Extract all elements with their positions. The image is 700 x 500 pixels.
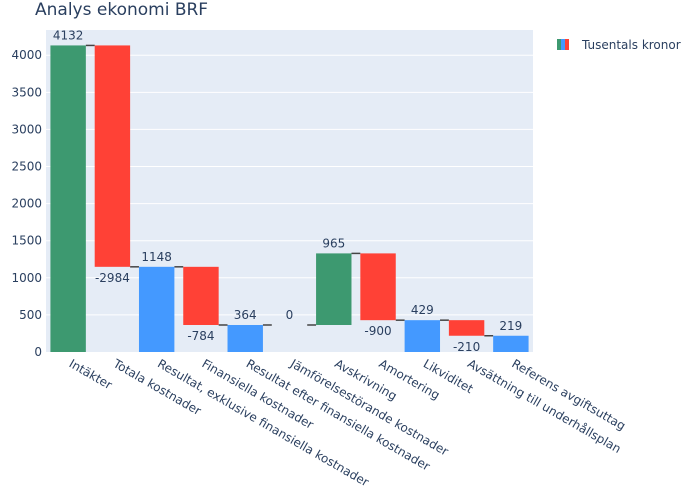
legend-waterfall-icon	[557, 39, 569, 50]
y-tick-label: 0	[34, 345, 42, 359]
data-label: 4132	[53, 28, 84, 42]
data-label: 1148	[141, 250, 172, 264]
data-labels: 4132 -2984 1148 -784 364 0 965 -900 429 -210 219	[53, 28, 522, 353]
y-tick-label: 3500	[11, 85, 42, 99]
y-tick-label: 500	[19, 308, 42, 322]
y-tick-label: 2500	[11, 160, 42, 174]
legend-label: Tusentals kronor	[581, 38, 681, 52]
bar	[404, 320, 441, 352]
x-tick-label: Intäkter	[67, 356, 115, 392]
bar	[316, 253, 352, 325]
data-label: -2984	[95, 271, 130, 285]
data-label: 219	[499, 319, 522, 333]
bars	[50, 45, 529, 353]
bar	[50, 45, 86, 353]
data-label: 965	[322, 236, 345, 250]
bar	[360, 253, 396, 321]
bar	[94, 45, 131, 267]
data-label: -900	[364, 324, 391, 338]
y-tick-label: 2000	[11, 197, 42, 211]
y-tick-label: 4000	[11, 48, 42, 62]
bar	[138, 266, 175, 352]
legend[interactable]: Tusentals kronor	[557, 38, 681, 52]
connectors	[85, 44, 494, 337]
bar	[448, 320, 485, 336]
data-label: -210	[453, 340, 480, 354]
data-label: 364	[234, 308, 257, 322]
data-label: 0	[286, 308, 294, 322]
bar	[183, 266, 219, 325]
chart-title: Analys ekonomi BRF	[35, 0, 208, 20]
y-tick-label: 3000	[11, 122, 42, 136]
data-label: -784	[187, 329, 214, 343]
y-tick-label: 1500	[11, 234, 42, 248]
bar	[493, 335, 529, 352]
data-label: 429	[411, 303, 434, 317]
y-axis-ticks: 0 500 1000 1500 2000 2500 3000 3500 4000	[11, 48, 42, 359]
bar	[227, 324, 263, 352]
y-tick-label: 1000	[11, 271, 42, 285]
